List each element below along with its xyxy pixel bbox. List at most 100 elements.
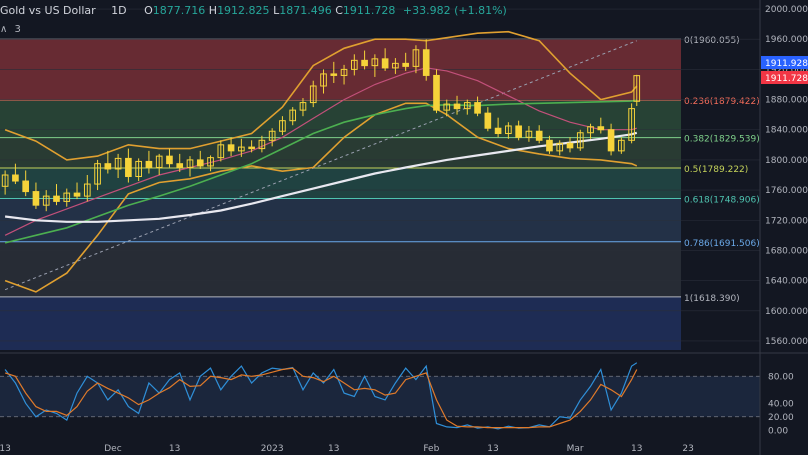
stoch-band — [0, 376, 760, 417]
fib-level-label: 0.5(1789.222) — [684, 165, 748, 175]
candle-body — [83, 183, 91, 197]
candle-body — [135, 160, 142, 178]
x-tick-label: Feb — [423, 444, 439, 454]
candle-body — [309, 85, 317, 104]
fib-zone — [0, 241, 681, 297]
price-tag — [761, 71, 808, 84]
candle-body — [505, 125, 512, 135]
y-tick-label: 1600.000 — [765, 307, 808, 317]
indicator-toggle[interactable]: ∧ 3 — [0, 24, 21, 35]
candle-body — [227, 144, 235, 152]
candle-body — [196, 159, 204, 167]
bollinger-lower-line — [4, 102, 638, 293]
candle-body — [279, 120, 286, 132]
fib-zone — [0, 100, 681, 138]
candle-body — [576, 132, 584, 149]
candle-body — [73, 192, 81, 197]
candle-body — [392, 62, 399, 69]
fib-zone-below — [0, 296, 681, 350]
candle-body — [402, 62, 409, 67]
low-label: L — [273, 4, 280, 17]
candle-body — [42, 195, 50, 206]
candle-body — [453, 103, 461, 110]
candle-body — [330, 73, 338, 76]
candle-body — [494, 127, 502, 135]
candle-body — [268, 130, 276, 141]
fib-level-label: 0.786(1691.506) — [684, 239, 760, 249]
y-tick-label: 2000.000 — [765, 5, 808, 15]
stoch-tick-label: 80.00 — [768, 372, 794, 382]
y-tick-label: 1960.000 — [765, 35, 808, 45]
candle-body — [207, 157, 214, 167]
candle-body — [238, 146, 245, 152]
candle-body — [525, 130, 533, 138]
candle-body — [94, 163, 101, 185]
candle-body — [289, 109, 297, 122]
candle-body — [104, 163, 112, 170]
stoch-d-line — [4, 367, 638, 429]
candle-body — [566, 142, 574, 149]
chart-header: Gold vs US Dollar 1D O1877.716 H1912.825… — [0, 4, 507, 22]
candles — [1, 39, 641, 212]
candle-body — [618, 139, 625, 152]
y-tick-label: 1840.000 — [765, 126, 808, 136]
bollinger-upper-line — [4, 30, 638, 161]
candle-body — [114, 157, 122, 170]
fib-level-label: 0.236(1879.422) — [684, 97, 760, 107]
change-value: +33.982 (+1.81%) — [402, 4, 507, 17]
low-value: 1871.496 — [279, 4, 332, 17]
candle-body — [633, 75, 641, 102]
y-tick-label: 1560.000 — [765, 337, 808, 347]
candle-body — [340, 68, 348, 76]
candle-body — [607, 129, 615, 152]
candle-body — [53, 195, 60, 202]
x-tick-label: 13 — [169, 444, 180, 454]
candle-body — [12, 174, 19, 182]
stoch-tick-label: 0.00 — [768, 426, 788, 436]
indicator-count: 3 — [14, 24, 21, 35]
y-tick-label: 1640.000 — [765, 277, 808, 287]
candle-body — [381, 58, 389, 69]
candle-body — [361, 59, 368, 67]
ma-pink-line — [4, 67, 637, 236]
y-tick-label: 1760.000 — [765, 186, 808, 196]
candle-body — [258, 139, 266, 150]
x-tick-label: Mar — [567, 444, 584, 454]
candle-body — [433, 74, 440, 111]
candle-body — [63, 192, 71, 202]
high-label: H — [208, 4, 218, 17]
candle-body — [556, 142, 564, 152]
candle-body — [371, 58, 379, 67]
candle-body — [320, 73, 327, 87]
x-tick-label: 13 — [328, 444, 339, 454]
candle-body — [1, 174, 9, 187]
fib-level-label: 0.382(1829.539) — [684, 135, 760, 145]
candle-body — [443, 103, 451, 111]
candle-body — [587, 126, 594, 134]
y-tick-label: 1880.000 — [765, 96, 808, 106]
fib-zone — [0, 168, 681, 199]
candle-body — [166, 155, 173, 165]
y-tick-label: 1680.000 — [765, 246, 808, 256]
stoch-tick-label: 20.00 — [768, 413, 794, 423]
close-label: C — [335, 4, 343, 17]
stoch-tick-label: 40.00 — [768, 399, 794, 409]
interval-label[interactable]: 1D — [111, 4, 127, 17]
candle-body — [628, 108, 635, 141]
open-value: 1877.716 — [152, 4, 206, 17]
candle-body — [422, 49, 430, 76]
y-tick-label: 1920.000 — [765, 65, 808, 75]
candle-body — [474, 102, 481, 114]
y-tick-label: 1720.000 — [765, 216, 808, 226]
stoch-k-line — [4, 362, 638, 430]
candle-body — [22, 180, 29, 193]
fib-level-label: 1(1618.390) — [684, 294, 740, 304]
candle-body — [145, 160, 153, 168]
x-tick-label: 23 — [682, 444, 693, 454]
candle-body — [32, 191, 40, 206]
candle-body — [186, 159, 194, 168]
price-tag-label: 1911.928 — [765, 59, 808, 69]
close-value: 1911.728 — [342, 4, 396, 17]
